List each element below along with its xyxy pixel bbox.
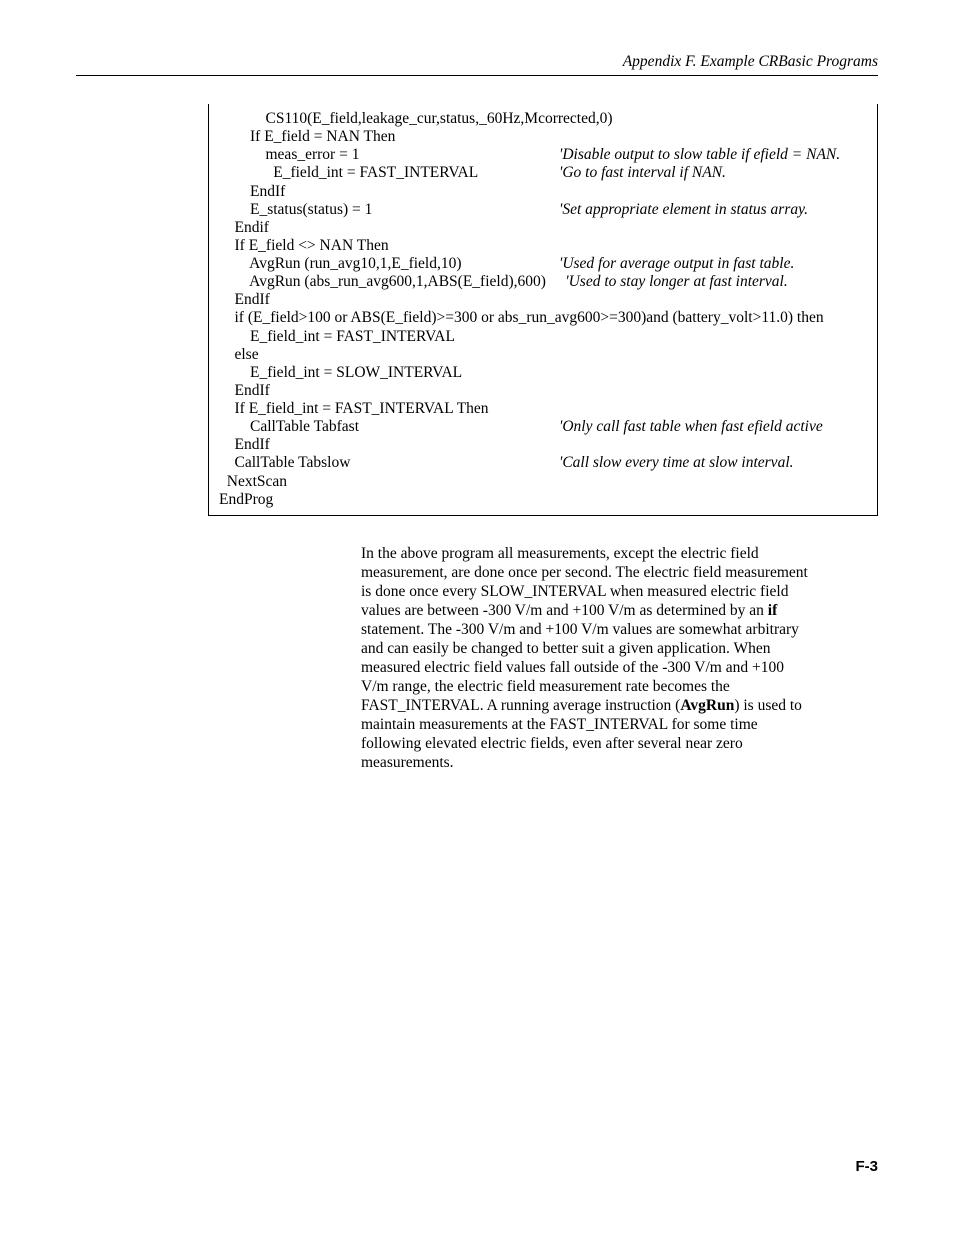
- code-text: CallTable Tabslow: [219, 454, 559, 472]
- code-line: E_status(status) = 1'Set appropriate ele…: [219, 201, 867, 219]
- code-line: EndIf: [219, 291, 867, 309]
- code-line: if (E_field>100 or ABS(E_field)>=300 or …: [219, 309, 867, 327]
- paragraph-text: In the above program all measurements, e…: [361, 545, 808, 619]
- code-text: If E_field_int = FAST_INTERVAL Then: [219, 400, 489, 418]
- bold-keyword-if: if: [768, 602, 777, 619]
- code-text: meas_error = 1: [219, 146, 559, 164]
- code-text: NextScan: [219, 473, 287, 491]
- code-line: E_field_int = FAST_INTERVAL'Go to fast i…: [219, 164, 867, 182]
- code-line: AvgRun (abs_run_avg600,1,ABS(E_field),60…: [219, 273, 867, 291]
- code-line: If E_field <> NAN Then: [219, 237, 867, 255]
- header-rule: Appendix F. Example CRBasic Programs: [76, 53, 878, 76]
- explanatory-paragraph: In the above program all measurements, e…: [361, 544, 812, 773]
- code-text: if (E_field>100 or ABS(E_field)>=300 or …: [219, 309, 824, 327]
- code-line: else: [219, 346, 867, 364]
- code-text: If E_field = NAN Then: [219, 128, 395, 146]
- code-text: AvgRun (run_avg10,1,E_field,10): [219, 255, 559, 273]
- code-line: CallTable Tabslow'Call slow every time a…: [219, 454, 867, 472]
- page-number: F-3: [856, 1158, 879, 1175]
- code-text: else: [219, 346, 259, 364]
- code-line: If E_field_int = FAST_INTERVAL Then: [219, 400, 867, 418]
- code-text: EndIf: [219, 291, 270, 309]
- running-header: Appendix F. Example CRBasic Programs: [76, 53, 878, 71]
- code-line: AvgRun (run_avg10,1,E_field,10)'Used for…: [219, 255, 867, 273]
- code-listing-box: CS110(E_field,leakage_cur,status,_60Hz,M…: [208, 104, 878, 516]
- code-line: E_field_int = SLOW_INTERVAL: [219, 364, 867, 382]
- code-line: EndIf: [219, 436, 867, 454]
- code-text: CS110(E_field,leakage_cur,status,_60Hz,M…: [219, 110, 613, 128]
- code-line: EndIf: [219, 382, 867, 400]
- code-text: Endif: [219, 219, 269, 237]
- code-text: E_status(status) = 1: [219, 201, 559, 219]
- code-line: NextScan: [219, 473, 867, 491]
- code-text: AvgRun (abs_run_avg600,1,ABS(E_field),60…: [219, 273, 546, 291]
- code-text: E_field_int = FAST_INTERVAL: [219, 164, 559, 182]
- code-text: EndIf: [219, 382, 270, 400]
- code-text: EndIf: [219, 436, 270, 454]
- code-line: EndIf: [219, 183, 867, 201]
- code-line: E_field_int = FAST_INTERVAL: [219, 328, 867, 346]
- code-text: EndProg: [219, 491, 273, 509]
- document-page: Appendix F. Example CRBasic Programs CS1…: [0, 0, 954, 1235]
- code-line: Endif: [219, 219, 867, 237]
- code-comment: 'Call slow every time at slow interval.: [559, 454, 794, 472]
- code-line: CS110(E_field,leakage_cur,status,_60Hz,M…: [219, 110, 867, 128]
- code-line: EndProg: [219, 491, 867, 509]
- code-text: CallTable Tabfast: [219, 418, 559, 436]
- code-text: E_field_int = SLOW_INTERVAL: [219, 364, 462, 382]
- code-comment: 'Disable output to slow table if efield …: [559, 146, 840, 164]
- code-comment: 'Set appropriate element in status array…: [559, 201, 808, 219]
- code-text: If E_field <> NAN Then: [219, 237, 389, 255]
- code-comment: 'Used to stay longer at fast interval.: [565, 273, 787, 291]
- code-comment: 'Only call fast table when fast efield a…: [559, 418, 823, 436]
- code-comment: 'Go to fast interval if NAN.: [559, 164, 726, 182]
- code-text: EndIf: [219, 183, 285, 201]
- code-line: If E_field = NAN Then: [219, 128, 867, 146]
- code-text: E_field_int = FAST_INTERVAL: [219, 328, 455, 346]
- bold-keyword-avgrun: AvgRun: [680, 697, 734, 714]
- code-comment: 'Used for average output in fast table.: [559, 255, 794, 273]
- code-line: meas_error = 1'Disable output to slow ta…: [219, 146, 867, 164]
- code-line: CallTable Tabfast'Only call fast table w…: [219, 418, 867, 436]
